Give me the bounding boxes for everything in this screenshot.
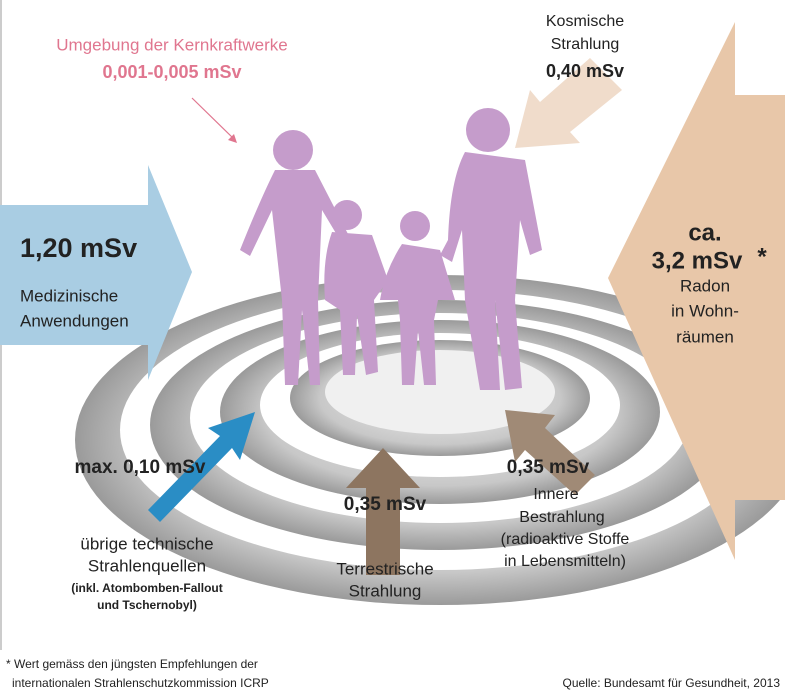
note: (inkl. Atombomben-Fallout — [71, 581, 223, 595]
value: 0,40 mSv — [546, 61, 624, 81]
note: und Tschernobyl) — [97, 598, 197, 612]
label: Radon — [680, 276, 730, 295]
mark: * — [757, 243, 767, 270]
label: in Lebensmitteln) — [504, 553, 626, 570]
value: max. 0,10 mSv — [75, 457, 206, 478]
label: Medizinische — [20, 286, 118, 305]
source: Quelle: Bundesamt für Gesundheit, 2013 — [563, 676, 781, 690]
label: Strahlung — [551, 36, 620, 53]
footnote: * Wert gemäss den jüngsten Empfehlungen … — [6, 657, 258, 671]
label: Kosmische — [546, 13, 624, 30]
value: 1,20 mSv — [20, 233, 137, 263]
value: 3,2 mSv — [652, 247, 743, 274]
label: Terrestrische — [336, 559, 433, 578]
label: (radioaktive Stoffe — [501, 531, 630, 548]
label: Strahlung — [349, 581, 422, 600]
label: Innere — [533, 486, 578, 503]
label: Umgebung der Kernkraftwerke — [56, 35, 288, 54]
label: Anwendungen — [20, 311, 129, 330]
label: räumen — [676, 327, 734, 346]
label: Strahlenquellen — [88, 556, 206, 575]
value: 0,35 mSv — [507, 457, 590, 478]
value: 0,35 mSv — [344, 494, 427, 515]
footnote: internationalen Strahlenschutzkommission… — [12, 676, 269, 690]
label: in Wohn- — [671, 301, 739, 320]
label: Bestrahlung — [519, 509, 604, 526]
infographic: Umgebung der Kernkraftwerke 0,001-0,005 … — [0, 0, 785, 695]
pointer-line — [192, 98, 235, 140]
prefix: ca. — [688, 219, 721, 246]
label: übrige technische — [80, 534, 213, 553]
value: 0,001-0,005 mSv — [102, 62, 241, 82]
pointer-head — [228, 134, 237, 143]
